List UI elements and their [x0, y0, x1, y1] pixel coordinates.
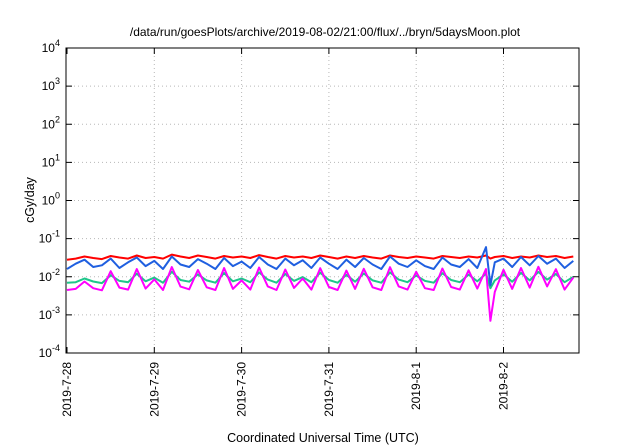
- x-tick-label: 2019-7-28: [60, 362, 74, 417]
- y-tick-label: 10-4: [39, 343, 60, 360]
- y-tick-label: 104: [42, 38, 60, 55]
- series-line-3: [66, 246, 574, 287]
- series-layer: [66, 246, 575, 322]
- y-tick-label: 100: [42, 191, 60, 208]
- x-tick-label: 2019-7-30: [235, 362, 249, 417]
- chart-title: /data/run/goesPlots/archive/2019-08-02/2…: [130, 25, 521, 39]
- y-tick-label: 10-3: [39, 305, 60, 322]
- y-tick-label: 103: [42, 76, 60, 93]
- x-tick-label: 2019-7-29: [147, 362, 161, 417]
- x-axis-ticks: 2019-7-28 2019-7-29 2019-7-30 2019-7-31 2019…: [60, 48, 511, 417]
- y-tick-label: 10-2: [39, 267, 60, 284]
- x-tick-label: 2019-8-2: [497, 362, 511, 410]
- x-tick-label: 2019-7-31: [322, 362, 336, 417]
- y-tick-label: 10-1: [39, 229, 60, 246]
- x-axis-label: Coordinated Universal Time (UTC): [227, 431, 419, 445]
- y-tick-label: 102: [42, 114, 60, 131]
- y-axis-label: cGy/day: [23, 176, 37, 223]
- series-line-1: [66, 253, 574, 261]
- y-tick-label: 101: [42, 152, 60, 169]
- x-tick-label: 2019-8-1: [409, 362, 423, 410]
- series-line-4: [66, 265, 575, 322]
- grid-lines: [66, 48, 579, 353]
- y-axis-ticks: 10-4 10-3 10-2 10-1 100 101 102 103 104: [39, 38, 579, 360]
